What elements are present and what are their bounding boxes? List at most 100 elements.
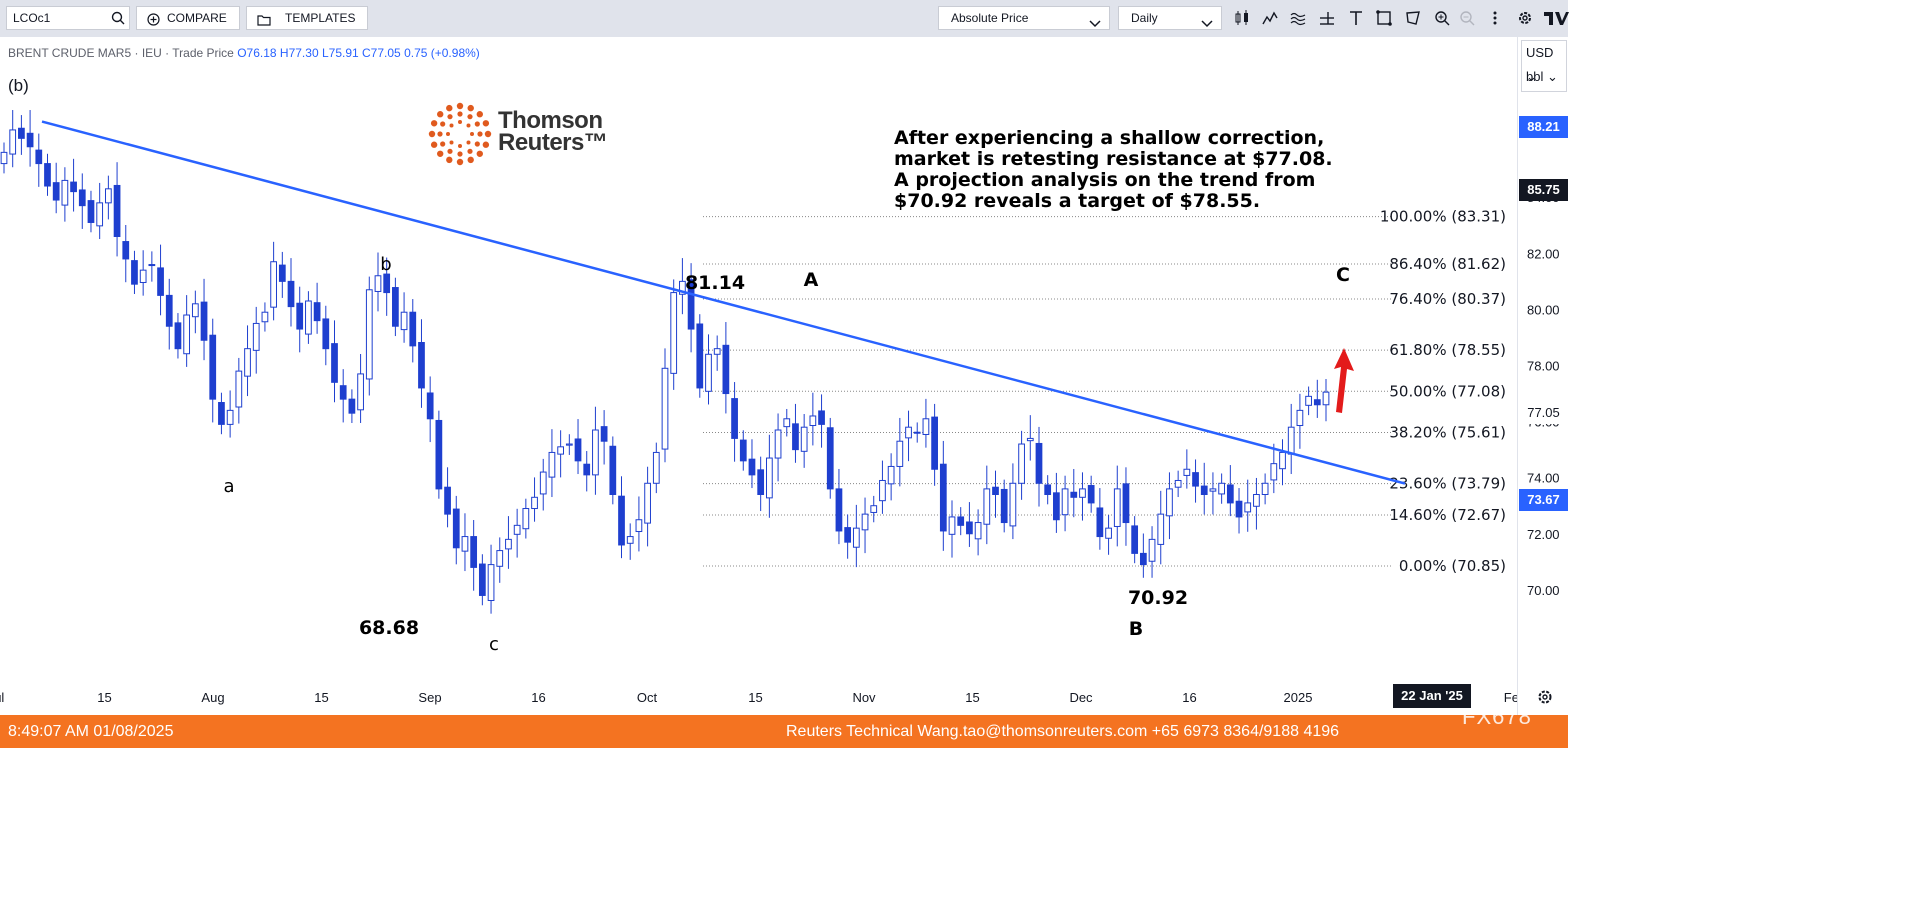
candle-up <box>374 275 382 292</box>
candle-down <box>1070 491 1078 498</box>
candle-up <box>1261 482 1269 496</box>
candle-up <box>1113 488 1121 527</box>
candle-down <box>383 273 391 294</box>
analysis-note: After experiencing a shallow correction,… <box>894 127 1333 212</box>
fib-label: 0.00% (70.85) <box>1399 557 1506 575</box>
x-tick-label: Oct <box>637 690 658 705</box>
legend-close: C77.05 <box>362 46 401 60</box>
polygon-tool-icon[interactable] <box>1404 9 1422 27</box>
legend-exchange: IEU <box>141 46 162 60</box>
text-tool-icon[interactable] <box>1347 9 1365 27</box>
candle-down <box>452 508 460 549</box>
candle-up <box>635 519 643 533</box>
candle-up <box>235 370 243 408</box>
candle-down <box>1096 507 1104 538</box>
price-type-select[interactable]: Absolute Price <box>938 6 1110 30</box>
candle-down <box>470 536 478 568</box>
x-tick-label: 16 <box>531 690 545 705</box>
logo-dot <box>466 140 471 145</box>
candle-down <box>1235 500 1243 518</box>
x-tick-label: 15 <box>748 690 762 705</box>
fib-label: 76.40% (80.37) <box>1389 290 1506 308</box>
x-tick-label: 2025 <box>1284 690 1313 705</box>
logo-dot <box>470 132 474 136</box>
zoom-in-icon[interactable] <box>1433 9 1451 27</box>
search-icon[interactable] <box>111 11 125 30</box>
waves-icon[interactable] <box>1289 9 1307 27</box>
compare-button[interactable]: COMPARE <box>136 6 240 30</box>
symbol-search-input[interactable]: LCOc1 <box>6 6 130 30</box>
price-chart[interactable]: 100.00% (83.31) 86.40% (81.62) 76.40% (80.… <box>0 37 1517 715</box>
candle-down <box>1200 485 1208 495</box>
candle-up <box>1061 488 1069 516</box>
candle-up <box>626 536 634 544</box>
fib-label: 50.00% (77.08) <box>1389 382 1506 400</box>
logo-dot <box>446 156 453 164</box>
candle-up <box>400 311 408 331</box>
currency-unit-select[interactable]: USD ⌄ bbl ⌄ <box>1521 40 1567 92</box>
candle-up <box>1105 527 1112 539</box>
horizontal-line-icon[interactable] <box>1318 9 1336 27</box>
logo-dot <box>447 148 453 154</box>
candle-down <box>913 431 921 434</box>
top-toolbar: LCOc1 COMPARE TEMPLATES Absolute Price D… <box>0 0 1569 37</box>
candle-up <box>531 496 538 510</box>
candle-up <box>713 348 721 355</box>
candle-down <box>722 344 730 395</box>
candle-up <box>852 527 860 548</box>
legend-low: L75.91 <box>321 46 359 60</box>
logo-dot <box>482 120 490 127</box>
candle-up <box>1174 479 1182 488</box>
candle-down <box>731 398 738 439</box>
candle-up <box>96 202 104 227</box>
candle-up <box>679 280 686 295</box>
candles <box>0 110 1330 614</box>
candle-down <box>1313 399 1321 406</box>
wave-annotations: a b c 68.68 81.14 A 70.92 B C <box>223 254 1349 655</box>
candle-down <box>131 260 138 285</box>
gear-icon[interactable] <box>1516 9 1534 27</box>
candle-up <box>1270 463 1278 481</box>
x-tick-label: Nov <box>852 690 876 705</box>
footer-timestamp: 8:49:07 AM 01/08/2025 <box>8 723 174 740</box>
indicators-icon[interactable] <box>1261 9 1279 27</box>
candle-down <box>818 410 825 425</box>
fib-levels: 100.00% (83.31) 86.40% (81.62) 76.40% (80.… <box>703 208 1506 575</box>
candle-down <box>70 181 77 193</box>
logo-dot <box>477 131 483 137</box>
logo-dot <box>467 148 473 154</box>
unit-select[interactable]: bbl ⌄ <box>1526 69 1558 84</box>
folder-icon <box>257 11 271 33</box>
candle-down <box>835 488 843 532</box>
candle-down <box>748 458 756 476</box>
zoom-out-icon[interactable] <box>1458 9 1476 27</box>
crosshair-date-badge: 22 Jan '25 <box>1393 684 1471 708</box>
currency-select[interactable]: USD ⌄ <box>1526 45 1554 84</box>
candle-down <box>218 402 225 425</box>
candle-up <box>896 440 904 467</box>
rectangle-tool-icon[interactable] <box>1375 9 1393 27</box>
annotation-label: b <box>380 254 391 275</box>
settings-gear-icon[interactable] <box>1536 688 1554 711</box>
candle-down <box>600 426 608 442</box>
logo-dot <box>428 130 436 138</box>
candles-icon[interactable] <box>1233 9 1251 27</box>
legend-type: Trade Price <box>172 46 234 60</box>
resistance-trendline <box>41 120 1406 485</box>
y-tick-label: 72.00 <box>1527 527 1560 542</box>
candle-up <box>244 348 251 377</box>
annotation-label: 68.68 <box>359 617 419 639</box>
candle-up <box>765 457 773 499</box>
candle-down <box>618 495 625 546</box>
candle-down <box>792 423 799 451</box>
x-tick-label: 15 <box>97 690 111 705</box>
x-tick-label: Feb <box>1504 690 1517 705</box>
candle-down <box>426 392 434 420</box>
more-icon[interactable] <box>1486 9 1504 27</box>
candle-up <box>879 479 886 502</box>
interval-select[interactable]: Daily <box>1118 6 1222 30</box>
legend-change: 0.75 (+0.98%) <box>404 46 480 60</box>
annotation-label: B <box>1129 618 1143 640</box>
templates-button[interactable]: TEMPLATES <box>246 6 368 30</box>
